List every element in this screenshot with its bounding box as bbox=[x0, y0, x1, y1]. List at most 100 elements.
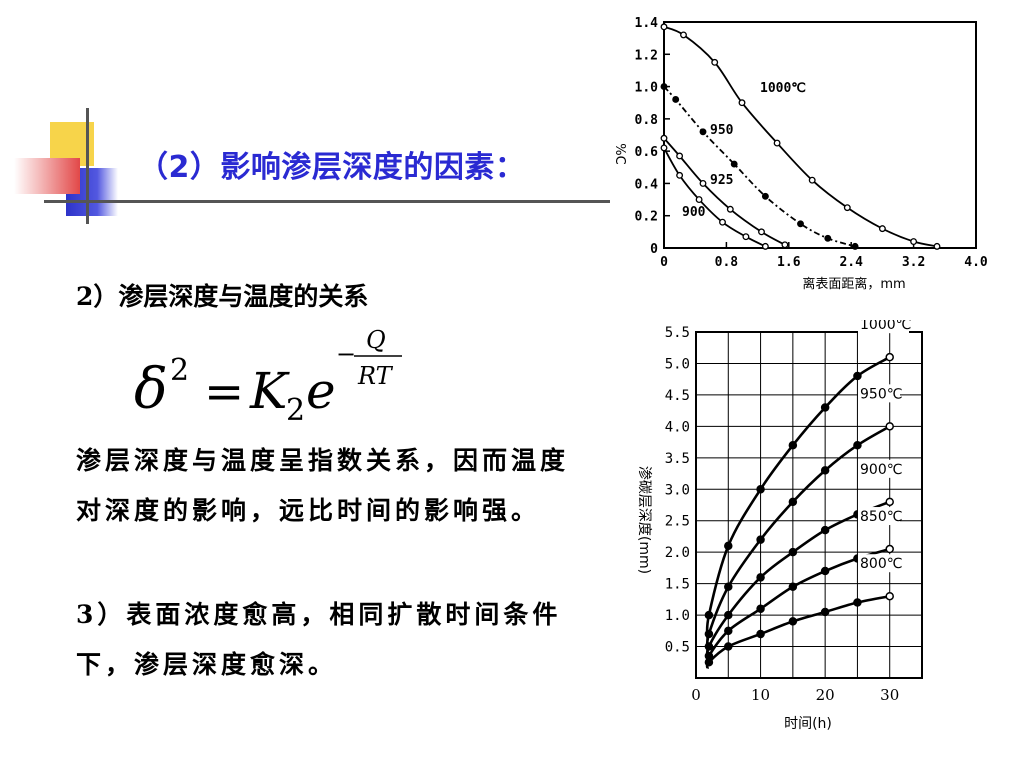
chart2-data-point bbox=[788, 617, 798, 626]
slide-title: （2）影响渗层深度的因素： bbox=[138, 150, 526, 185]
chart2-data-point bbox=[704, 610, 714, 620]
formula-numerator: Q bbox=[366, 326, 386, 354]
title-underline bbox=[44, 200, 610, 203]
chart1-y-tick-label: 0 bbox=[650, 242, 658, 257]
case-depth-time-chart: 0 10 20 30 0.5 1.0 1.5 2.0 2.5 3.0 3.5 4.0 4.5 5.0 5.5… bbox=[636, 320, 923, 732]
decor-vertical-line bbox=[86, 108, 89, 224]
chart2-series-label: 950℃ bbox=[860, 386, 902, 402]
chart2-frame bbox=[695, 331, 923, 679]
chart2-data-point bbox=[820, 566, 830, 576]
chart2-series-label: 900℃ bbox=[860, 462, 902, 478]
chart2-data-point bbox=[885, 591, 894, 601]
chart1-data-point bbox=[797, 220, 804, 228]
chart2-data-point bbox=[704, 642, 714, 651]
chart1-y-tick-label: 1.0 bbox=[635, 81, 659, 96]
chart2-data-point bbox=[724, 610, 733, 620]
chart1-y-axis-label: %C bbox=[612, 143, 627, 164]
chart2-data-point bbox=[820, 403, 830, 412]
chart1-data-point bbox=[699, 179, 707, 187]
chart2-y-tick-label: 0.5 bbox=[665, 640, 690, 656]
chart2-data-point bbox=[756, 485, 765, 494]
chart2-data-point bbox=[704, 658, 714, 667]
carbon-profile-chart: 0 0.8 1.6 2.4 3.2 4.0 0 0.2 0.4 0.6 0.8 1.0 1.2 1.4 离表… bbox=[612, 16, 988, 292]
chart2-series-line bbox=[705, 500, 891, 660]
chart1-x-tick-label: 2.4 bbox=[839, 255, 863, 270]
chart2-data-point bbox=[885, 422, 894, 431]
decor-square-red bbox=[14, 158, 80, 194]
chart2-data-point bbox=[788, 440, 798, 450]
chart2-data-point bbox=[756, 604, 765, 614]
chart1-data-point bbox=[660, 144, 668, 152]
chart2-data-point bbox=[853, 598, 862, 607]
chart2-data-point bbox=[820, 525, 830, 535]
chart2-data-point bbox=[853, 371, 862, 381]
chart2-series-label-bg bbox=[858, 384, 900, 403]
formula-e: e bbox=[306, 362, 336, 420]
chart1-data-point bbox=[843, 204, 851, 212]
chart2-y-tick-label: 1.0 bbox=[665, 608, 690, 624]
formula-delta: δ bbox=[134, 357, 168, 422]
formula-k-subscript: 2 bbox=[286, 393, 305, 428]
subheading-temperature: 2）渗层深度与温度的关系 bbox=[76, 282, 369, 311]
chart1-series-line bbox=[663, 85, 856, 248]
chart1-x-tick-label: 0.8 bbox=[715, 255, 739, 270]
chart2-x-tick-label: 30 bbox=[880, 686, 899, 704]
chart2-y-tick-label: 5.0 bbox=[665, 356, 690, 372]
formula-equals: = bbox=[204, 364, 244, 420]
chart1-data-point bbox=[719, 218, 726, 226]
chart1-series-line bbox=[663, 147, 766, 248]
chart1-data-point bbox=[878, 225, 886, 233]
chart1-data-point bbox=[676, 171, 684, 179]
formula-denominator: RT bbox=[357, 362, 394, 390]
chart1-x-tick-label: 3.2 bbox=[902, 255, 925, 270]
chart1-data-point bbox=[781, 241, 789, 249]
chart1-y-tick-label: 1.2 bbox=[635, 48, 658, 63]
chart1-data-point bbox=[711, 58, 719, 66]
chart1-y-tick-label: 0.8 bbox=[635, 113, 659, 128]
chart1-series-label: 925 bbox=[710, 173, 733, 188]
chart1-data-point bbox=[933, 242, 941, 250]
chart1-data-point bbox=[726, 205, 734, 213]
chart2-y-tick-label: 5.5 bbox=[665, 325, 690, 341]
chart2-x-tick-label: 10 bbox=[751, 686, 770, 704]
chart1-x-tick-label: 4.0 bbox=[964, 255, 988, 270]
chart2-data-point bbox=[853, 440, 862, 450]
chart1-series-label: 900 bbox=[682, 205, 706, 220]
chart2-data-point bbox=[885, 544, 894, 554]
chart1-data-point bbox=[824, 234, 832, 242]
chart1-data-point bbox=[695, 196, 703, 204]
chart1-data-point bbox=[660, 134, 668, 142]
diffusion-formula: δ 2 = K 2 e − Q RT bbox=[134, 326, 402, 428]
chart2-x-axis-label: 时间(h) bbox=[784, 716, 832, 732]
paragraph-surface-concentration: 3）表面浓度愈高，相同扩散时间条件下，渗层深度愈深。 bbox=[76, 600, 562, 679]
chart2-data-point bbox=[885, 497, 894, 507]
chart1-data-point bbox=[761, 242, 769, 250]
chart2-data-point bbox=[704, 629, 714, 639]
chart1-data-point bbox=[660, 23, 668, 31]
chart1-x-tick-label: 1.6 bbox=[777, 255, 801, 270]
chart1-data-point bbox=[738, 99, 746, 107]
chart1-series-line bbox=[663, 25, 938, 248]
chart2-data-point bbox=[724, 541, 733, 551]
chart1-data-point bbox=[851, 242, 859, 250]
chart1-data-point bbox=[773, 139, 781, 147]
chart1-data-point bbox=[742, 233, 750, 241]
chart2-series-label: 800℃ bbox=[860, 556, 902, 572]
chart1-y-tick-label: 1.4 bbox=[635, 16, 659, 31]
chart2-y-tick-label: 3.5 bbox=[665, 451, 690, 467]
chart1-data-point bbox=[910, 238, 918, 245]
chart2-y-tick-label: 4.0 bbox=[665, 419, 690, 435]
chart2-y-tick-label: 4.5 bbox=[665, 388, 690, 404]
chart2-data-point bbox=[724, 642, 733, 651]
chart1-data-point bbox=[660, 83, 668, 91]
chart2-series-label: 850℃ bbox=[860, 509, 902, 525]
chart2-data-point bbox=[724, 582, 733, 592]
chart2-data-point bbox=[820, 466, 830, 475]
formula-minus: − bbox=[336, 340, 356, 368]
chart2-y-axis-label: 渗碳层深度(mm) bbox=[636, 466, 652, 574]
chart1-data-point bbox=[680, 31, 687, 39]
chart1-x-tick-label: 0 bbox=[660, 255, 668, 270]
chart2-series-label-bg bbox=[858, 554, 900, 573]
chart1-data-point bbox=[699, 128, 707, 136]
chart2-y-tick-label: 1.5 bbox=[665, 577, 690, 593]
